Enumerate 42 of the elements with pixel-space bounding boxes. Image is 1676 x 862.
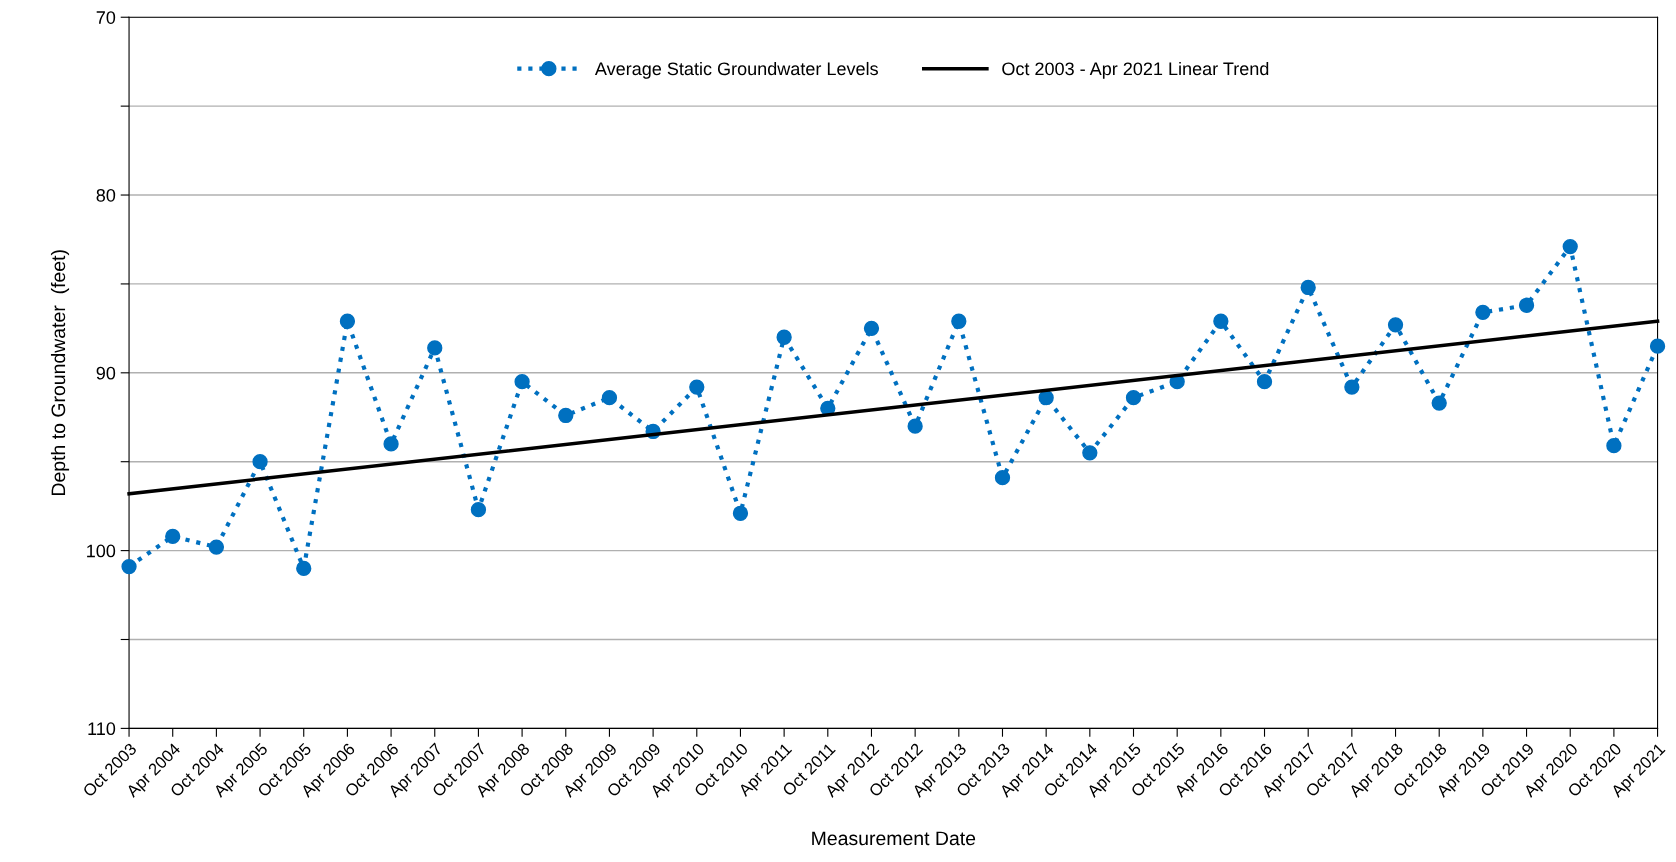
- point: [470, 502, 487, 518]
- point: [1518, 297, 1535, 313]
- point: [732, 505, 749, 521]
- point: [907, 418, 923, 434]
- point: [1475, 304, 1491, 321]
- point: [339, 313, 356, 329]
- point: [1649, 338, 1666, 354]
- point: [1256, 374, 1273, 390]
- point: [1606, 438, 1622, 454]
- y-tick-label: 70: [96, 11, 116, 24]
- point: [994, 470, 1011, 486]
- point: [558, 407, 574, 424]
- legend-label: Oct 2003 - Apr 2021 Linear Trend: [1002, 61, 1269, 79]
- point: [601, 390, 618, 406]
- y-axis-title: Depth to Groundwater (feet): [50, 250, 70, 495]
- y-tick-label: 100: [87, 544, 116, 558]
- y-tick-label: 110: [88, 722, 116, 736]
- point: [1038, 390, 1054, 406]
- point: [121, 558, 137, 575]
- point: [1562, 238, 1578, 255]
- legend-label: Average Static Groundwater Levels: [594, 61, 878, 79]
- point: [1213, 313, 1229, 329]
- point: [689, 379, 705, 395]
- point: [296, 560, 312, 577]
- point: [951, 313, 967, 329]
- point: [252, 454, 268, 470]
- point: [514, 374, 530, 390]
- x-axis-title: Measurement Date: [812, 831, 976, 846]
- point: [1344, 379, 1360, 395]
- point: [208, 539, 225, 555]
- y-tick-label: 80: [96, 188, 116, 202]
- point: [1082, 445, 1098, 461]
- point: [427, 340, 443, 356]
- point: [776, 329, 792, 345]
- point: [383, 436, 399, 452]
- point: [863, 320, 880, 337]
- point: [1125, 390, 1142, 406]
- point: [1431, 395, 1447, 411]
- point: [1300, 279, 1316, 296]
- point: [1387, 317, 1404, 333]
- y-tick-label: 90: [96, 366, 116, 380]
- point: [165, 528, 181, 545]
